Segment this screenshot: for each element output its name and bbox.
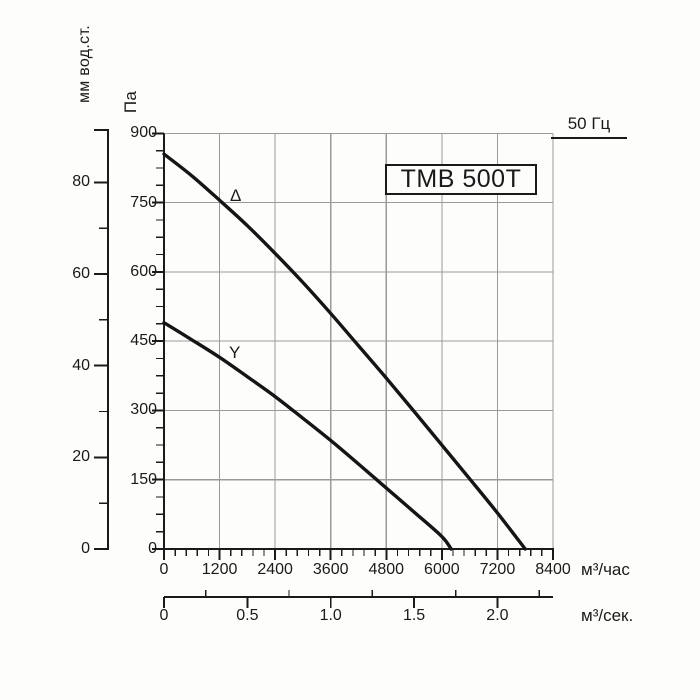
mm-tick-label: 80 [72,173,90,191]
pa-tick-label: 0 [148,540,157,557]
series-label-delta: Δ [230,186,242,205]
mm-tick-label: 60 [72,264,90,282]
y-axis-primary-title: Па [121,90,140,114]
pa-tick-label: 750 [130,193,157,211]
m3h-tick-label: 3600 [312,561,349,578]
m3s-tick-label: 0 [159,607,169,624]
model-title-box: TMB 500T [385,164,537,195]
m3s-tick-label: 0.5 [236,607,259,624]
m3h-tick-label: 2400 [257,561,293,578]
x-axis-primary-unit: м³/час [581,560,630,579]
curve-wye [162,320,453,551]
mm-tick-label: 0 [81,540,90,557]
y-axis-secondary-title: мм вод.ст. [76,24,93,104]
mm-tick-label: 20 [72,448,90,466]
curve-delta [162,152,527,551]
m3s-tick-label: 2.0 [486,607,509,624]
m3s-tick-label: 1.5 [402,607,426,624]
frequency-label: 50 Гц [551,114,627,139]
m3h-tick-label: 8400 [535,561,571,578]
series-label-wye: Y [229,343,241,362]
m3h-tick-label: 0 [159,561,169,578]
pa-tick-label: 900 [130,124,157,142]
pa-tick-label: 450 [130,332,157,350]
m3h-tick-label: 6000 [424,561,460,578]
pa-tick-label: 600 [130,262,157,280]
m3h-tick-label: 1200 [201,561,238,578]
m3s-tick-label: 1.0 [319,607,342,624]
mm-tick-label: 40 [72,356,90,374]
x-axis-secondary-unit: м³/сек. [581,606,634,625]
m3h-tick-label: 4800 [368,561,405,578]
m3h-tick-label: 7200 [479,561,516,578]
pa-tick-label: 300 [130,401,157,419]
model-title: TMB 500T [400,165,522,193]
pa-tick-label: 150 [130,470,157,488]
